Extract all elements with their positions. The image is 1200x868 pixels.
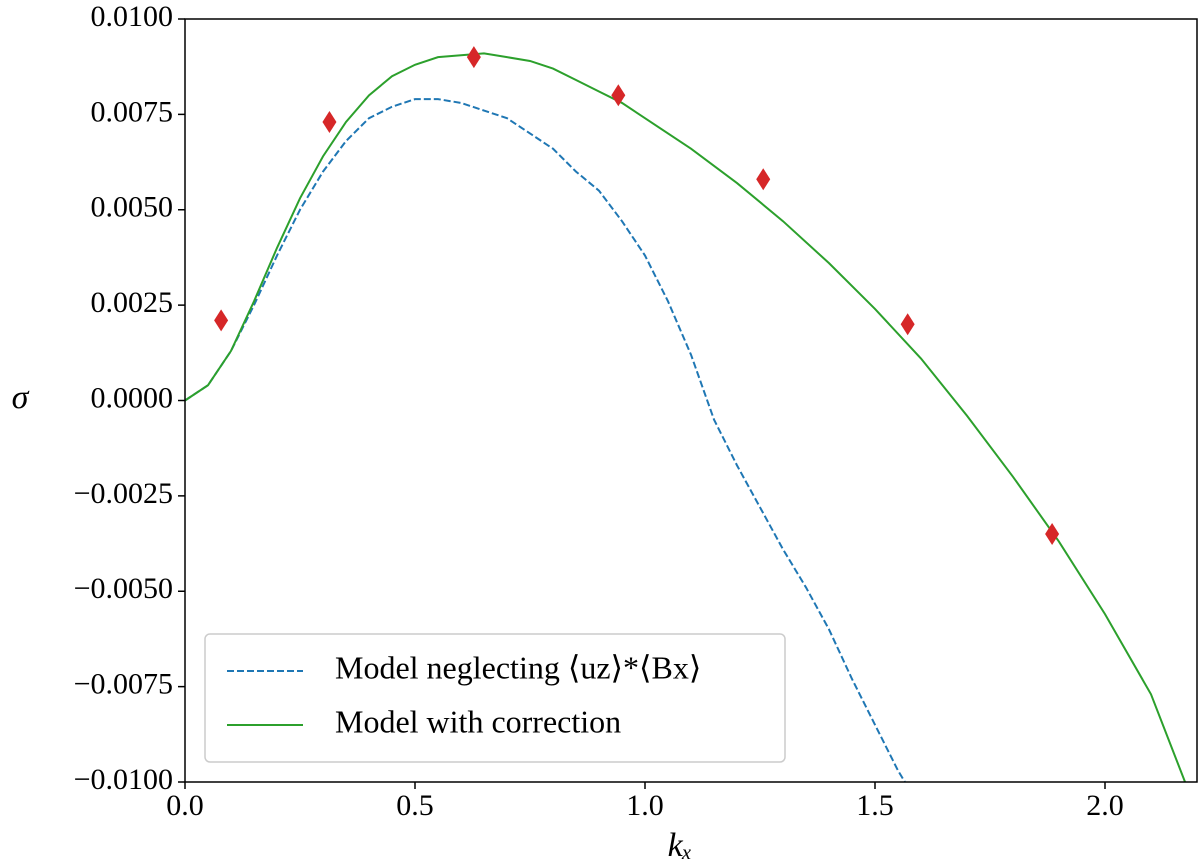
y-tick-label: 0.0025 [91, 286, 174, 319]
x-tick-label: 1.5 [856, 789, 894, 822]
y-tick-label: 0.0000 [91, 381, 174, 414]
data-point [322, 111, 337, 134]
y-tick-label: 0.0050 [91, 191, 174, 224]
y-tick-label: −0.0100 [74, 763, 173, 796]
x-tick-label: 0.5 [396, 789, 434, 822]
x-axis-label: kₓ [668, 827, 693, 864]
legend-label: Model neglecting ⟨uz⟩*⟨Bx⟩ [335, 649, 701, 685]
y-tick-label: −0.0050 [74, 572, 173, 605]
y-tick-label: −0.0075 [74, 668, 173, 701]
data-point [756, 168, 771, 191]
x-tick-label: 0.0 [166, 789, 204, 822]
data-point [900, 313, 915, 336]
plot-area [185, 46, 1186, 782]
data-point [214, 309, 229, 332]
y-tick-label: 0.0100 [91, 0, 174, 33]
legend-box [204, 633, 786, 763]
series-line [185, 52, 1186, 782]
data-point [611, 84, 626, 107]
data-point [1045, 523, 1060, 546]
x-tick-label: 2.0 [1086, 789, 1124, 822]
y-axis-label: σ [12, 379, 30, 416]
y-tick-label: −0.0025 [74, 477, 173, 510]
legend-label: Model with correction [335, 703, 621, 739]
series-line [185, 98, 906, 782]
y-tick-label: 0.0075 [91, 95, 174, 128]
data-point [466, 46, 481, 69]
plot-frame [184, 18, 1198, 783]
x-tick-label: 1.0 [626, 789, 664, 822]
